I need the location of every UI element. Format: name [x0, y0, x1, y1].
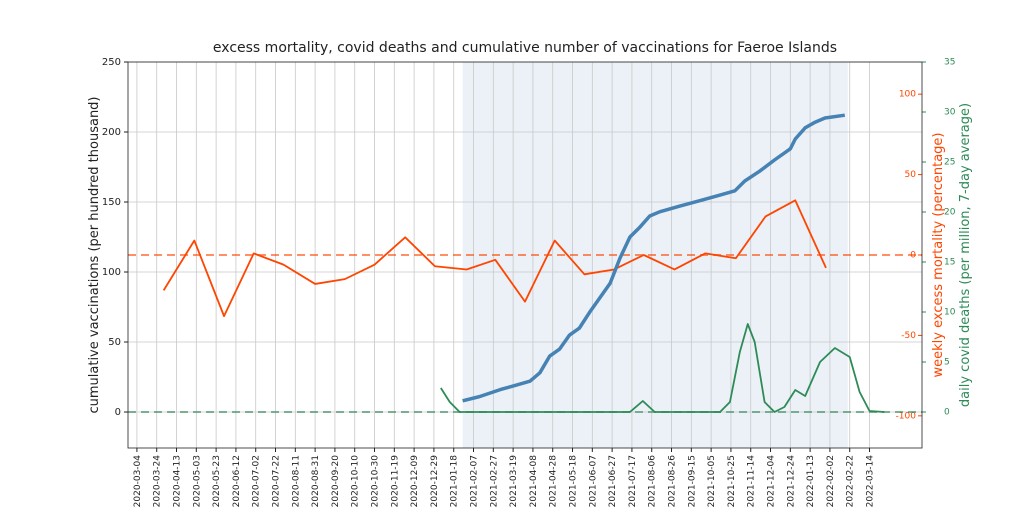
y3-tick-label: 35 [944, 58, 955, 68]
x-tick-label: 2021-05-18 [569, 455, 579, 508]
x-tick-label: 2020-07-22 [272, 455, 282, 507]
y-tick-label: 100 [102, 267, 121, 278]
x-tick-label: 2021-02-07 [470, 455, 480, 507]
y3-tick-label: 30 [944, 108, 956, 118]
x-tick-label: 2020-09-20 [331, 455, 341, 508]
x-tick-label: 2022-03-14 [866, 455, 876, 508]
y2-tick-label: -50 [901, 331, 916, 341]
x-tick-label: 2021-11-14 [747, 455, 757, 508]
x-tick-label: 2022-02-22 [846, 455, 856, 507]
y2-tick-label: 100 [899, 90, 916, 100]
x-tick-label: 2020-04-13 [173, 455, 183, 507]
y2-tick-label: 50 [905, 170, 917, 180]
x-tick-label: 2020-05-03 [192, 455, 202, 507]
chart-title: excess mortality, covid deaths and cumul… [213, 40, 837, 56]
y-tick-label: 0 [115, 407, 121, 418]
plot-frame [127, 61, 923, 449]
y-tick-label: 150 [102, 197, 121, 208]
y3-axis-label: daily covid deaths (per million, 7-day a… [958, 103, 973, 407]
x-tick-label: 2021-03-19 [509, 455, 519, 508]
x-tick-label: 2021-02-27 [489, 455, 499, 507]
x-tick-label: 2021-04-28 [549, 455, 559, 508]
x-tick-label: 2021-10-05 [707, 455, 717, 507]
y3-tick-label: 0 [944, 408, 950, 418]
y-tick-label: 250 [102, 57, 121, 68]
x-tick-label: 2021-07-17 [628, 455, 638, 507]
y-axis-label: cumulative vaccinations (per hundred tho… [87, 96, 102, 413]
x-tick-label: 2021-08-26 [668, 455, 678, 508]
y3-tick-label: 25 [944, 158, 955, 168]
y3-tick-label: 15 [944, 258, 955, 268]
y3-tick-label: 20 [944, 208, 956, 218]
series-line [440, 323, 885, 413]
x-tick-label: 2022-01-13 [806, 455, 816, 507]
y2-axis-label: weekly excess mortality (percentage) [931, 133, 946, 378]
series-line [162, 199, 827, 318]
x-tick-label: 2021-06-27 [608, 455, 618, 507]
x-tick-label: 2020-07-02 [252, 455, 262, 507]
y-tick-label: 200 [102, 127, 121, 138]
x-tick-label: 2020-05-23 [212, 455, 222, 507]
x-tick-label: 2020-11-19 [390, 455, 400, 508]
x-tick-label: 2020-10-30 [371, 455, 381, 508]
x-tick-label: 2020-12-09 [410, 455, 420, 508]
x-tick-label: 2021-06-07 [588, 455, 598, 507]
x-tick-label: 2020-03-04 [133, 455, 143, 508]
x-tick-label: 2020-08-31 [311, 455, 321, 507]
x-tick-label: 2021-12-24 [786, 455, 796, 508]
x-tick-label: 2020-12-29 [430, 455, 440, 508]
y3-tick-label: 10 [944, 308, 956, 318]
x-tick-label: 2020-06-12 [232, 455, 242, 507]
x-tick-label: 2021-08-06 [648, 455, 658, 508]
x-tick-label: 2020-10-10 [351, 455, 361, 508]
x-tick-label: 2021-04-08 [529, 455, 539, 508]
series-line [462, 113, 846, 403]
x-tick-label: 2020-08-11 [291, 455, 301, 507]
y3-tick-label: 5 [944, 358, 950, 368]
x-tick-label: 2021-12-04 [767, 455, 777, 508]
x-tick-label: 2021-10-25 [727, 455, 737, 507]
x-tick-label: 2021-01-18 [450, 455, 460, 508]
y2-tick-label: -100 [896, 411, 917, 421]
x-tick-label: 2022-02-02 [826, 455, 836, 507]
y-tick-label: 50 [108, 337, 121, 348]
x-tick-label: 2020-03-24 [153, 455, 163, 508]
x-tick-label: 2021-09-15 [687, 455, 697, 507]
